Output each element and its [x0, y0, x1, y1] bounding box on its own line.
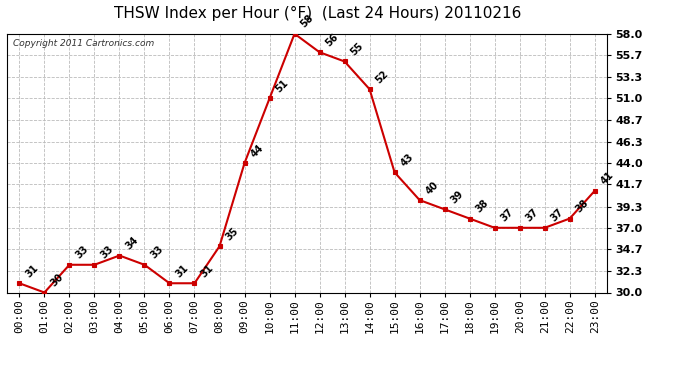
- Text: 40: 40: [424, 179, 440, 196]
- Text: 38: 38: [474, 198, 491, 214]
- Text: 55: 55: [348, 41, 365, 57]
- Text: 37: 37: [549, 207, 565, 224]
- Text: 31: 31: [174, 262, 190, 279]
- Text: 33: 33: [74, 244, 90, 261]
- Text: 30: 30: [48, 272, 65, 288]
- Text: 41: 41: [599, 170, 615, 187]
- Text: 43: 43: [399, 152, 415, 168]
- Text: 38: 38: [574, 198, 591, 214]
- Text: 34: 34: [124, 235, 140, 251]
- Text: 31: 31: [199, 262, 215, 279]
- Text: 52: 52: [374, 68, 391, 85]
- Text: 58: 58: [299, 13, 315, 30]
- Text: 33: 33: [148, 244, 165, 261]
- Text: 31: 31: [23, 262, 40, 279]
- Text: Copyright 2011 Cartronics.com: Copyright 2011 Cartronics.com: [13, 39, 154, 48]
- Text: 37: 37: [499, 207, 515, 224]
- Text: 56: 56: [324, 32, 340, 48]
- Text: 51: 51: [274, 78, 290, 94]
- Text: 44: 44: [248, 142, 265, 159]
- Text: 37: 37: [524, 207, 540, 224]
- Text: 39: 39: [448, 189, 465, 205]
- Text: THSW Index per Hour (°F)  (Last 24 Hours) 20110216: THSW Index per Hour (°F) (Last 24 Hours)…: [114, 6, 521, 21]
- Text: 33: 33: [99, 244, 115, 261]
- Text: 35: 35: [224, 225, 240, 242]
